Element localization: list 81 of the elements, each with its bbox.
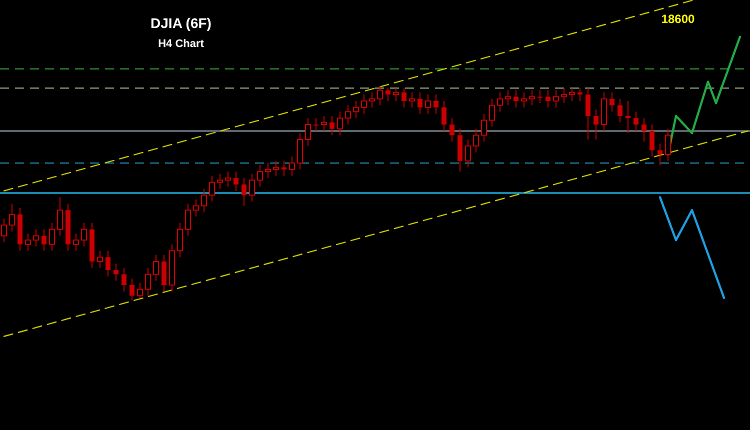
candlestick: [561, 88, 567, 104]
candlestick: [33, 228, 39, 247]
candlestick: [514, 90, 518, 108]
candlestick: [193, 198, 199, 218]
candlestick: [153, 254, 159, 282]
candlestick: [505, 90, 511, 106]
candlestick: [538, 90, 542, 104]
candlestick: [57, 196, 63, 236]
candlestick: [265, 162, 271, 179]
candlestick: [145, 267, 151, 296]
candlestick: [402, 88, 406, 108]
candlestick: [546, 90, 550, 108]
candlestick: [450, 118, 454, 142]
candlestick: [642, 118, 646, 142]
candlestick: [586, 88, 590, 140]
candlestick: [665, 128, 671, 162]
candlestick: [634, 111, 638, 132]
candlestick: [425, 94, 431, 114]
candlestick: [25, 233, 31, 252]
candlestick: [234, 171, 238, 192]
candlestick: [442, 100, 446, 132]
candlestick: [217, 173, 223, 190]
candlestick: [369, 92, 375, 108]
candlestick: [201, 188, 207, 213]
candlestick: [289, 156, 295, 176]
candlestick: [130, 278, 134, 300]
candlestick: [658, 143, 662, 166]
candlestick: [185, 203, 191, 236]
candlestick: [353, 100, 359, 119]
candlestick: [321, 115, 327, 132]
candlestick: [330, 115, 334, 136]
candlestick: [273, 160, 279, 176]
candlestick: [393, 88, 399, 102]
candlestick: [242, 178, 246, 206]
candlestick: [650, 124, 654, 158]
candlestick: [489, 98, 495, 128]
candlestick: [386, 88, 390, 102]
candlestick: [465, 139, 471, 168]
candlestick: [305, 118, 311, 146]
candlestick: [529, 90, 535, 106]
candlestick: [409, 92, 415, 108]
candlestick: [209, 175, 215, 202]
candlestick: [377, 86, 383, 106]
candlestick: [553, 90, 559, 108]
chart-title: DJIA (6F): [150, 15, 212, 31]
candlestick: [314, 118, 318, 132]
candlestick: [106, 250, 110, 277]
candlestick: [578, 88, 582, 102]
candlestick: [282, 160, 286, 176]
candlestick: [610, 92, 614, 112]
candlestick: [97, 250, 103, 268]
candlestick: [618, 98, 622, 123]
candlestick: [497, 92, 503, 112]
candlestick: [434, 94, 438, 114]
candlestick: [521, 92, 527, 108]
candlestick: [162, 254, 166, 292]
candlestick: [114, 263, 118, 282]
candlestick: [473, 128, 479, 153]
text: 18600: [661, 12, 696, 26]
chart-subtitle: H4 Chart: [158, 38, 204, 50]
candlestick: [177, 222, 183, 258]
candlestick: [297, 132, 303, 170]
candlestick: [249, 173, 255, 202]
candlestick: [345, 104, 351, 126]
candlestick: [9, 203, 15, 232]
candlestick: [1, 218, 7, 243]
candlestick: [122, 267, 126, 292]
candlestick: [481, 113, 487, 142]
candlestick: [81, 222, 87, 247]
candlestick: [626, 100, 630, 134]
candlestick: [337, 111, 343, 136]
candlestick: [594, 109, 598, 140]
candlestick: [49, 222, 55, 252]
candlestick: [225, 171, 231, 188]
candlestick: [42, 228, 46, 252]
candlestick: [569, 88, 575, 102]
candlestick: [73, 233, 79, 252]
candlestick: [418, 92, 422, 114]
candlestick: [257, 164, 263, 188]
candlestick: [361, 94, 367, 114]
candlestick: [137, 282, 143, 298]
